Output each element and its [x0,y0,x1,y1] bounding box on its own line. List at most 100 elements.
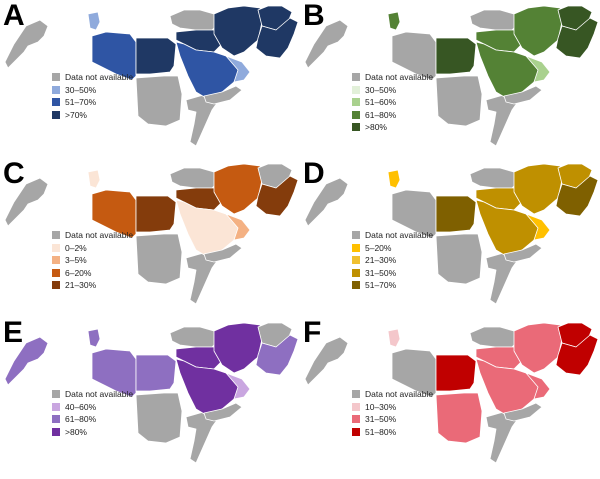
region-maghreb [304,19,349,69]
legend-item: >70% [52,109,133,122]
region-yemen [203,85,243,105]
legend-label: Data not available [65,230,134,241]
legend-label: 30–50% [365,84,397,95]
region-maghreb [304,336,349,386]
region-maghreb [4,19,49,69]
legend-label: 21–30% [365,255,397,266]
legend-label: Data not available [65,72,134,83]
legend-label: 51–70% [365,280,397,291]
legend: Data not available 40–60% 61–80% >80% [52,388,133,438]
region-yemen [503,85,543,105]
panel-label: E [3,316,24,349]
legend-item: Data not available [352,229,433,242]
region-pak [255,334,299,376]
region-arabS [525,372,551,400]
region-pak [555,334,599,376]
region-egypt [435,37,477,75]
legend-item: 5–20% [352,242,433,255]
legend-item: Data not available [52,229,133,242]
legend-label: 10–30% [365,401,397,412]
map-panel-c: C Data not available 0–2% 3–5% 6–20% 21–30% [0,158,300,318]
region-libya [91,348,137,398]
legend-item: 3–5% [52,254,133,267]
region-lev [387,11,401,31]
region-yemen [203,243,243,263]
region-egypt [135,354,177,392]
legend-label: >70% [65,109,87,120]
region-lev [87,169,101,189]
legend-item: Data not available [52,71,133,84]
region-libya [91,189,137,239]
legend-item: 30–50% [352,84,433,97]
map-panel-b: B Data not available 30–50% 51–60% 61–80% >80… [300,0,600,160]
legend-swatch [352,281,360,290]
legend-swatch [52,110,60,119]
legend: Data not available 10–30% 31–50% 51–80% [352,388,433,438]
region-libya [391,189,437,239]
legend-label: 5–20% [365,242,392,253]
legend-swatch [52,73,60,82]
region-egypt [135,37,177,75]
region-arabS [225,372,251,400]
region-libya [391,31,437,81]
legend-label: 6–20% [65,267,92,278]
legend-swatch [52,281,60,290]
legend-label: 61–80% [65,414,97,425]
region-sudan [435,75,483,127]
region-iran [213,5,263,57]
region-egypt [135,195,177,233]
legend-swatch [352,390,360,399]
legend-item: 51–60% [352,96,433,109]
legend-label: >80% [365,122,387,133]
legend-swatch [52,231,60,240]
region-pak [555,175,599,217]
choropleth-map [4,163,299,305]
panel-label: D [303,157,325,190]
region-egypt [435,354,477,392]
region-arabS [525,213,551,241]
region-yemen [203,402,243,422]
legend-swatch [352,243,360,252]
region-sudan [435,392,483,444]
legend-item: 61–80% [52,413,133,426]
region-sudan [435,233,483,285]
legend-item: 0–2% [52,242,133,255]
region-iran [513,322,563,374]
region-yemen [503,243,543,263]
legend-item: 31–50% [352,267,433,280]
legend-item: 10–30% [352,401,433,414]
region-iran [213,322,263,374]
legend-label: 0–2% [65,242,87,253]
choropleth-map [304,322,599,464]
region-libya [91,31,137,81]
region-sudan [135,392,183,444]
legend-label: 30–50% [65,84,97,95]
legend-item: Data not available [52,388,133,401]
legend-label: 21–30% [65,280,97,291]
region-pak [255,175,299,217]
choropleth-map [304,5,599,147]
legend-item: Data not available [352,388,433,401]
region-pak [555,17,599,59]
legend-item: 31–50% [352,413,433,426]
region-turk [469,9,519,31]
legend-label: 61–80% [365,109,397,120]
region-turk [469,326,519,348]
legend-item: 30–50% [52,84,133,97]
legend-swatch [352,427,360,436]
region-iran [213,163,263,215]
legend-swatch [352,85,360,94]
region-sudan [135,75,183,127]
choropleth-map [4,5,299,147]
region-iran [513,5,563,57]
region-lev [87,328,101,348]
legend-label: 51–80% [365,426,397,437]
map-panel-a: A Data not available 30–50% 51–70% >70% [0,0,300,160]
region-lev [387,169,401,189]
region-maghreb [4,177,49,227]
legend-label: 31–50% [365,267,397,278]
legend: Data not available 30–50% 51–70% >70% [52,71,133,121]
panel-label: A [3,0,25,32]
region-lev [87,11,101,31]
region-turk [169,326,219,348]
